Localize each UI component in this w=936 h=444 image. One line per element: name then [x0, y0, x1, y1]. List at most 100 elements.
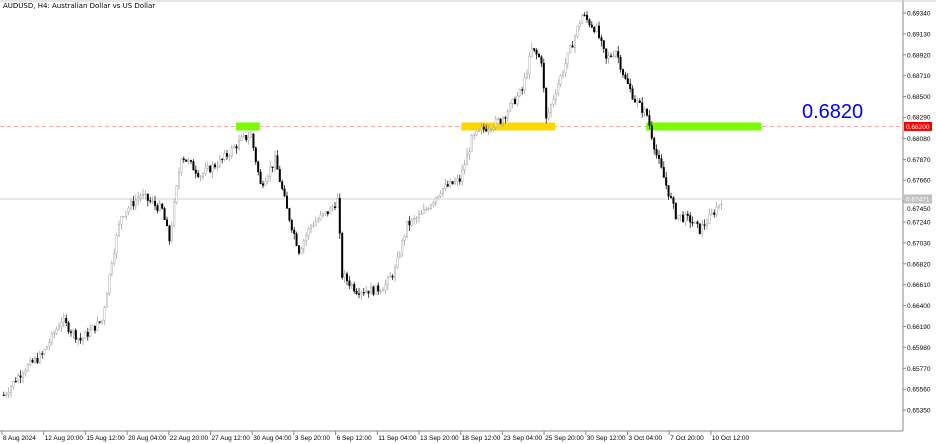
candle — [132, 201, 135, 207]
x-tick-label: 6 Sep 12:00 — [337, 435, 372, 442]
candle — [430, 204, 433, 210]
candle — [14, 380, 17, 383]
candle — [506, 111, 509, 118]
candle — [264, 180, 267, 186]
candle — [545, 87, 548, 119]
candle — [636, 100, 639, 103]
candle — [605, 48, 608, 59]
candle — [550, 104, 553, 113]
candle — [682, 214, 685, 222]
candle — [216, 166, 219, 168]
candle — [362, 292, 365, 294]
candle — [79, 337, 82, 341]
candle — [197, 173, 200, 177]
level-price-label: 0.68200 — [906, 124, 930, 131]
candle — [643, 108, 646, 113]
x-tick-label: 30 Sep 12:00 — [587, 435, 626, 442]
candle — [187, 160, 190, 162]
candle — [151, 200, 154, 203]
candle — [295, 233, 298, 246]
y-tick-label: 0.68500 — [907, 94, 931, 101]
x-tick-label: 25 Sep 20:00 — [545, 435, 584, 442]
candle — [610, 55, 613, 57]
x-tick-label: 27 Aug 12:00 — [212, 435, 251, 442]
candle — [182, 158, 185, 160]
candle — [278, 169, 281, 182]
candle — [144, 193, 147, 195]
candle — [478, 129, 481, 132]
zone-0 — [235, 122, 260, 131]
candle — [348, 280, 351, 286]
candle — [233, 146, 236, 149]
x-tick-label: 20 Aug 04:00 — [128, 435, 167, 442]
candle — [213, 164, 216, 168]
candle — [377, 285, 380, 292]
candle — [98, 321, 101, 323]
candle — [249, 133, 252, 138]
candle — [713, 212, 716, 215]
candle — [696, 221, 699, 224]
candle — [720, 204, 723, 206]
candle — [60, 321, 63, 327]
candle — [343, 273, 346, 278]
candle — [74, 330, 77, 340]
candle — [312, 225, 315, 227]
candle — [34, 358, 37, 363]
x-tick-label: 23 Sep 04:00 — [503, 435, 542, 442]
candle — [211, 164, 214, 173]
candle — [334, 206, 337, 208]
y-tick-label: 0.67450 — [907, 206, 931, 213]
candle — [494, 118, 497, 128]
candle — [46, 346, 49, 350]
candle — [209, 165, 212, 173]
candle — [521, 89, 524, 91]
candle — [163, 208, 166, 220]
current-price-label: 0.67471 — [906, 197, 930, 204]
candle — [391, 275, 394, 278]
y-tick-label: 0.69340 — [907, 11, 931, 18]
candle — [410, 219, 413, 226]
candle — [386, 277, 389, 285]
candle — [177, 172, 180, 187]
candle — [370, 286, 373, 294]
candle — [571, 45, 574, 48]
candle — [581, 14, 584, 25]
candle — [600, 37, 603, 41]
candle — [379, 290, 382, 292]
candle — [454, 181, 457, 185]
candle — [89, 329, 92, 337]
candle — [708, 214, 711, 224]
candle — [360, 292, 363, 295]
candle — [240, 136, 243, 141]
candle — [120, 216, 123, 225]
candle — [408, 220, 411, 226]
y-tick-label: 0.67030 — [907, 240, 931, 247]
y-tick-label: 0.65350 — [907, 408, 931, 415]
candle — [670, 196, 673, 198]
candle — [703, 224, 706, 226]
candle — [557, 84, 560, 94]
candle — [538, 54, 541, 58]
x-tick-label: 8 Aug 2024 — [3, 435, 36, 442]
candle — [533, 48, 536, 51]
candle — [634, 99, 637, 103]
candle — [413, 218, 416, 220]
candle — [586, 14, 589, 20]
candle — [302, 240, 305, 249]
candle — [19, 375, 22, 378]
candle — [36, 358, 39, 363]
candle — [237, 140, 240, 149]
candle — [456, 178, 459, 182]
candle — [269, 166, 272, 177]
candle — [314, 221, 317, 226]
candle — [358, 293, 361, 295]
candle — [497, 118, 500, 120]
candle — [554, 93, 557, 100]
candle — [43, 349, 46, 355]
x-tick-label: 12 Aug 20:00 — [45, 435, 84, 442]
candle — [245, 135, 248, 140]
candle — [559, 75, 562, 85]
candle — [590, 24, 593, 28]
x-tick-label: 7 Oct 20:00 — [670, 435, 704, 442]
